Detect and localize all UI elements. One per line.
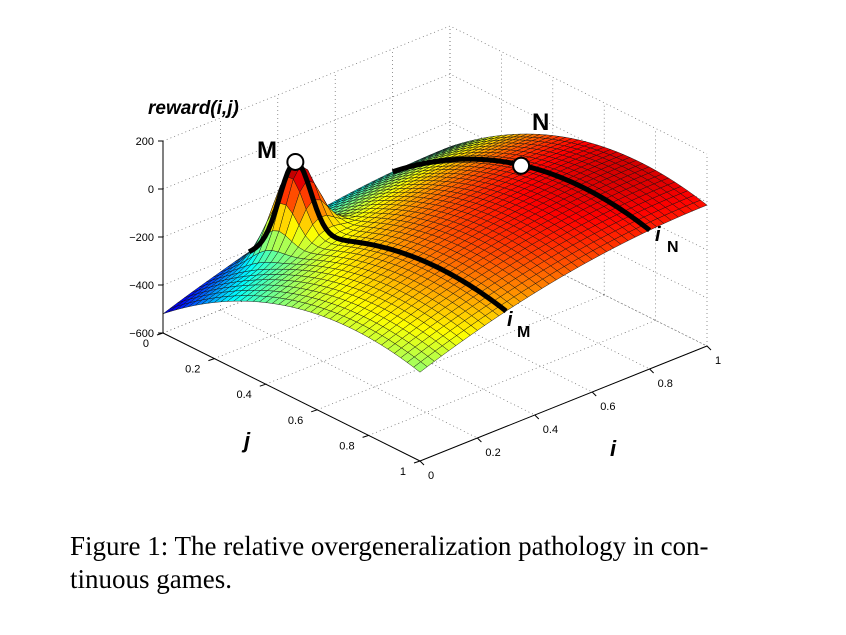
y-tick-label: 0.2 <box>185 364 200 376</box>
z-axis-label: reward(i,j) <box>148 98 239 119</box>
x-tick-label: 0.8 <box>658 378 673 390</box>
y-tick-label: 0.6 <box>288 415 303 427</box>
x-tick-label: 0.4 <box>543 424 558 436</box>
wall-gridline <box>162 169 708 299</box>
caption-line-1: Figure 1: The relative overgeneralizatio… <box>70 531 709 561</box>
x-axis-line <box>419 345 708 462</box>
wall-gridline <box>162 217 708 347</box>
y-axis-label: j <box>241 428 251 453</box>
x-tick-label: 0 <box>428 470 434 482</box>
x-tick <box>477 437 482 443</box>
surface-patch <box>413 361 428 373</box>
x-tick-label: 0.6 <box>600 401 615 413</box>
figure-caption: Figure 1: The relative overgeneralizatio… <box>70 530 709 596</box>
marker-n <box>512 156 531 175</box>
y-tick <box>362 434 369 438</box>
x-axis-label: i <box>610 436 617 461</box>
cross-section-lines <box>247 152 652 314</box>
z-tick-label: 200 <box>136 136 154 148</box>
reward-surface <box>162 133 708 373</box>
y-tick <box>259 383 266 387</box>
y-tick-label: 0.8 <box>339 440 354 452</box>
z-tick-label: −200 <box>129 232 154 244</box>
wall-gridline <box>162 25 708 155</box>
im-label: i <box>507 309 513 331</box>
y-tick-label: 0.4 <box>237 389 252 401</box>
im-subscript: M <box>517 324 530 341</box>
x-tick <box>419 460 425 466</box>
y-tick <box>311 409 318 413</box>
y-tick <box>156 332 164 336</box>
in-label: i <box>655 224 661 246</box>
point-label-n: N <box>532 109 549 136</box>
in-subscript: N <box>667 239 679 256</box>
z-tick-label: 0 <box>148 184 154 196</box>
y-tick-label: 0 <box>143 338 149 350</box>
y-tick-label: 1 <box>400 466 406 478</box>
x-tick-label: 0.2 <box>485 447 500 459</box>
caption-line-2: tinuous games. <box>70 564 232 594</box>
point-label-m: M <box>257 137 277 164</box>
y-tick <box>208 358 215 362</box>
x-tick-label: 1 <box>715 355 721 367</box>
y-axis-line <box>162 332 421 462</box>
x-tick <box>649 368 654 374</box>
z-tick-label: −400 <box>129 280 154 292</box>
marker-m <box>286 152 305 171</box>
x-tick <box>706 345 712 351</box>
y-tick <box>413 460 421 464</box>
x-tick <box>591 391 597 397</box>
x-tick <box>534 414 540 420</box>
z-tick-label: −600 <box>129 328 154 340</box>
